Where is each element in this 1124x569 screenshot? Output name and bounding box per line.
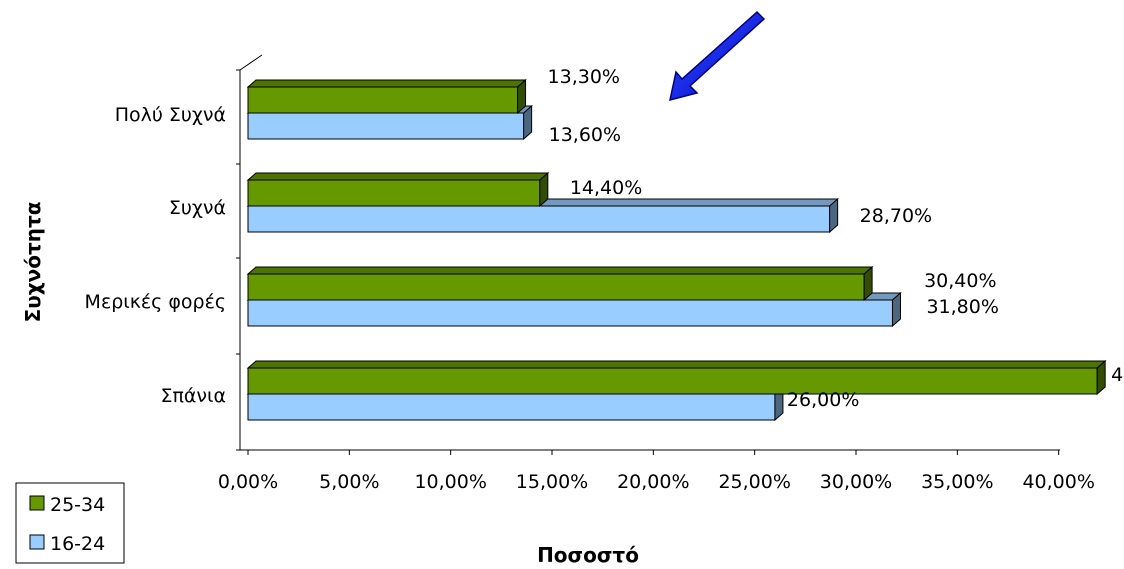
value-label-25-34: 41,90% bbox=[1111, 364, 1124, 386]
bar-front-face bbox=[247, 299, 893, 327]
bar-side-face bbox=[829, 197, 839, 234]
bar-25-34-3 bbox=[246, 359, 1107, 396]
x-axis-ticks: 0,00% 5,00% 10,00% 15,00% 20,00% 25,00% 30,00%… bbox=[218, 450, 1124, 493]
bar-front-face bbox=[247, 273, 865, 301]
category-label: Σπάνια bbox=[160, 385, 226, 407]
legend-swatch-16-24 bbox=[29, 534, 45, 550]
category-label: Μερικές φορές bbox=[85, 291, 226, 313]
bar-top-face bbox=[246, 360, 1107, 369]
y-axis-top-edge bbox=[239, 54, 263, 71]
legend-label-16-24: 16-24 bbox=[50, 533, 105, 555]
bar-front-face bbox=[247, 86, 519, 114]
x-tick-label: 20,00% bbox=[617, 471, 689, 493]
x-tick-label: 5,00% bbox=[319, 471, 379, 493]
bar-front-face bbox=[247, 205, 831, 233]
bar-25-34-0 bbox=[246, 78, 527, 115]
legend-swatch-25-34 bbox=[29, 495, 45, 511]
x-tick-label: 10,00% bbox=[414, 471, 486, 493]
bar-front-face bbox=[247, 112, 525, 140]
bar-25-34-1 bbox=[246, 171, 550, 208]
x-axis-title: Ποσοστό bbox=[537, 543, 639, 567]
x-tick-label: 30,00% bbox=[820, 471, 892, 493]
value-label-16-24: 28,70% bbox=[860, 205, 932, 227]
legend-label-25-34: 25-34 bbox=[50, 494, 105, 516]
x-tick-label: 15,00% bbox=[516, 471, 588, 493]
bar-side-face bbox=[539, 171, 549, 208]
value-label-16-24: 31,80% bbox=[926, 296, 998, 318]
category-labels: Πολύ Συχνά Συχνά Μερικές φορές Σπάνια bbox=[85, 104, 226, 407]
x-tick-label: 40,00% bbox=[1022, 471, 1094, 493]
value-label-25-34: 13,30% bbox=[548, 66, 620, 88]
legend: 25-34 16-24 bbox=[15, 482, 125, 564]
x-tick-label: 0,00% bbox=[218, 471, 278, 493]
bar-front-face bbox=[247, 367, 1098, 395]
y-axis-title: Συχνότητα bbox=[21, 202, 45, 323]
category-ticks bbox=[236, 69, 240, 451]
category-label: Πολύ Συχνά bbox=[115, 104, 226, 126]
x-tick-label: 25,00% bbox=[718, 471, 790, 493]
value-label-25-34: 14,40% bbox=[570, 177, 642, 199]
x-tick-label: 35,00% bbox=[921, 471, 993, 493]
bar-top-face bbox=[246, 266, 874, 275]
bar-top-face bbox=[246, 172, 550, 181]
bar-top-face bbox=[246, 79, 527, 88]
bar-side-face bbox=[1096, 359, 1106, 396]
bar-front-face bbox=[247, 179, 541, 207]
value-label-16-24: 13,60% bbox=[549, 124, 621, 146]
bars-layer bbox=[246, 78, 1107, 422]
bar-25-34-2 bbox=[246, 265, 874, 302]
value-label-16-24: 26,00% bbox=[787, 389, 859, 411]
bar-side-face bbox=[523, 104, 533, 141]
bar-side-face bbox=[517, 78, 527, 115]
value-labels: 13,60% 28,70% 31,80% 26,00% 13,30% 14,40% 30,4… bbox=[548, 66, 1124, 411]
value-label-25-34: 30,40% bbox=[924, 270, 996, 292]
bar-side-face bbox=[891, 291, 901, 328]
bar-side-face bbox=[863, 265, 873, 302]
blue-arrow-annotation bbox=[669, 10, 766, 102]
bar-front-face bbox=[247, 393, 776, 421]
category-label: Συχνά bbox=[169, 197, 226, 219]
